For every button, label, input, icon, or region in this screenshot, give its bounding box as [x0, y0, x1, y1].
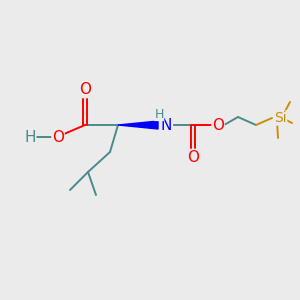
Text: O: O [79, 82, 91, 98]
Text: N: N [161, 118, 172, 133]
Text: Si: Si [274, 111, 286, 125]
Text: O: O [52, 130, 64, 145]
Text: H: H [154, 107, 164, 121]
Text: H: H [24, 130, 36, 145]
Text: O: O [212, 118, 224, 133]
Text: O: O [187, 149, 199, 164]
Polygon shape [118, 121, 158, 129]
